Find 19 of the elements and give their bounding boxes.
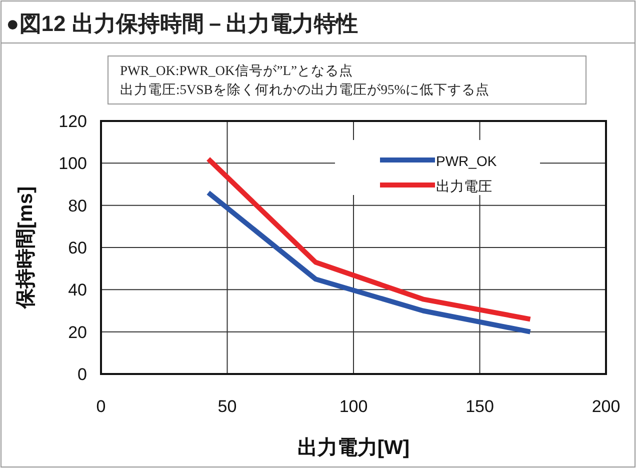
text: PWR_OK:PWR_OK信号が”L”となる点 bbox=[120, 63, 353, 78]
y-tick-label: 80 bbox=[68, 196, 87, 216]
x-tick-label: 0 bbox=[96, 397, 106, 416]
legend-label: PWR_OK bbox=[436, 153, 498, 169]
y-tick-label: 120 bbox=[58, 112, 87, 131]
y-tick-label: 20 bbox=[68, 322, 87, 342]
x-tick-label: 50 bbox=[218, 397, 237, 416]
x-axis-title: 出力電力[W] bbox=[297, 437, 410, 459]
text: 出力電圧:5VSBを除く何れかの出力電圧が95%に低下する点 bbox=[120, 82, 490, 97]
y-axis-title: 保持時間[ms] bbox=[15, 186, 37, 310]
y-tick-label: 60 bbox=[68, 238, 87, 258]
x-tick-label: 200 bbox=[592, 397, 620, 416]
x-tick-label: 100 bbox=[339, 397, 368, 416]
x-tick-label: 150 bbox=[466, 397, 494, 416]
y-tick-label: 100 bbox=[58, 154, 87, 174]
y-tick-label: 0 bbox=[78, 365, 87, 384]
chart-title: ●図12 出力保持時間－出力電力特性 bbox=[6, 11, 358, 36]
y-tick-label: 40 bbox=[68, 280, 87, 300]
legend-label: 出力電圧 bbox=[436, 178, 492, 194]
